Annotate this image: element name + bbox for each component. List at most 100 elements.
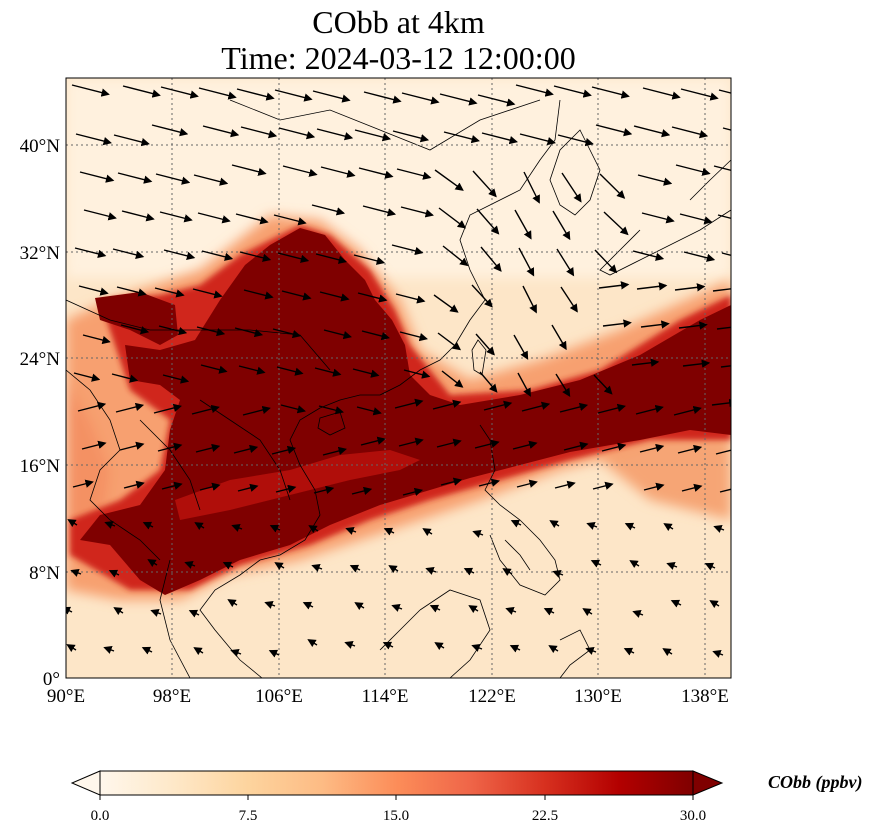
wind-arrow bbox=[599, 173, 626, 199]
wind-arrow bbox=[433, 294, 459, 313]
wind-arrow bbox=[391, 244, 424, 256]
wind-arrow bbox=[639, 443, 665, 453]
wind-arrow bbox=[670, 599, 682, 608]
wind-arrow bbox=[471, 284, 493, 308]
wind-arrow bbox=[422, 528, 433, 537]
wind-arrow bbox=[79, 171, 115, 183]
wind-vectors bbox=[66, 84, 731, 658]
x-tick-label: 90°E bbox=[47, 686, 85, 707]
wind-arrow bbox=[440, 477, 463, 486]
wind-arrow bbox=[713, 525, 725, 533]
x-tick-label: 122°E bbox=[468, 686, 516, 707]
x-axis-ticks: 90°E 98°E 106°E 114°E 122°E 130°E 138°E bbox=[47, 686, 729, 707]
wind-arrow bbox=[70, 569, 82, 577]
wind-arrow bbox=[74, 247, 107, 258]
wind-arrow bbox=[353, 254, 386, 265]
wind-arrow bbox=[197, 212, 231, 224]
wind-arrow bbox=[704, 562, 716, 571]
wind-arrow bbox=[709, 600, 720, 609]
wind-arrow bbox=[552, 570, 564, 578]
wind-arrow bbox=[662, 648, 673, 657]
wind-arrow bbox=[75, 133, 112, 146]
wind-arrow bbox=[582, 608, 593, 617]
wind-arrow bbox=[603, 211, 629, 236]
wind-arrow bbox=[162, 374, 190, 384]
wind-arrow bbox=[516, 479, 538, 488]
wind-arrow bbox=[434, 169, 464, 191]
wind-arrow bbox=[439, 93, 478, 106]
wind-arrow bbox=[363, 91, 402, 104]
wind-arrow bbox=[711, 398, 731, 408]
wind-arrow bbox=[523, 171, 540, 204]
wind-arrow bbox=[471, 644, 483, 652]
wind-arrow bbox=[72, 479, 94, 488]
wind-arrow bbox=[478, 478, 500, 487]
wind-arrow bbox=[277, 252, 310, 263]
wind-arrow bbox=[517, 372, 531, 397]
y-axis-ticks: 0° 8°N 16°N 24°N 32°N 40°N bbox=[20, 136, 61, 690]
wind-arrow bbox=[274, 562, 285, 571]
wind-arrow bbox=[720, 365, 731, 368]
y-tick-label: 16°N bbox=[20, 456, 61, 477]
wind-arrow bbox=[396, 168, 432, 180]
wind-arrow bbox=[323, 329, 352, 340]
wind-arrow bbox=[160, 86, 199, 99]
wind-arrow bbox=[560, 286, 578, 313]
northern-low-field bbox=[66, 78, 731, 278]
wind-arrow bbox=[556, 248, 575, 277]
wind-arrow bbox=[236, 88, 275, 101]
wind-arrow bbox=[401, 92, 440, 105]
wind-arrow bbox=[264, 601, 276, 609]
wind-arrow bbox=[81, 440, 107, 450]
wind-arrow bbox=[403, 369, 431, 379]
wind-arrow bbox=[344, 641, 356, 649]
wind-arrow bbox=[188, 609, 200, 618]
wind-arrow bbox=[280, 404, 306, 414]
wind-arrow bbox=[356, 406, 382, 416]
wind-arrow bbox=[191, 404, 220, 415]
wind-arrow bbox=[320, 166, 356, 178]
colorbar-tick-label: 30.0 bbox=[680, 808, 706, 824]
plot-title-line1: CObb at 4km bbox=[312, 4, 485, 40]
y-tick-label: 40°N bbox=[20, 136, 61, 157]
wind-arrow bbox=[71, 84, 110, 97]
wind-arrow bbox=[123, 480, 145, 489]
wind-arrow bbox=[515, 84, 554, 97]
map-frame bbox=[65, 77, 732, 679]
wind-arrow bbox=[623, 647, 635, 656]
y-tick-label: 0° bbox=[43, 669, 60, 690]
wind-arrow bbox=[472, 530, 484, 538]
wind-arrow bbox=[682, 359, 711, 368]
wind-arrow bbox=[184, 561, 196, 569]
wind-arrow bbox=[163, 249, 196, 260]
wind-arrow bbox=[275, 484, 297, 493]
y-tick-label: 8°N bbox=[29, 563, 60, 584]
wind-arrow bbox=[358, 167, 394, 179]
wind-arrow bbox=[112, 248, 145, 259]
wind-arrow bbox=[360, 436, 386, 446]
wind-arrow bbox=[349, 564, 361, 573]
wind-arrow bbox=[302, 601, 314, 610]
wind-arrow bbox=[671, 126, 709, 139]
wind-arrow bbox=[392, 130, 430, 143]
wind-arrow bbox=[640, 320, 670, 329]
wind-arrow bbox=[680, 88, 719, 101]
wind-arrow bbox=[233, 444, 259, 454]
wind-arrow bbox=[522, 285, 537, 314]
wind-arrow bbox=[282, 165, 318, 177]
wind-arrow bbox=[514, 209, 532, 240]
wind-arrow bbox=[548, 645, 559, 654]
wind-arrow bbox=[354, 129, 392, 142]
wind-arrow bbox=[663, 523, 674, 532]
wind-arrow bbox=[590, 559, 602, 568]
wind-arrow bbox=[399, 331, 428, 342]
wind-arrow bbox=[586, 522, 598, 530]
wind-arrow bbox=[276, 366, 304, 376]
wind-arrow bbox=[678, 321, 708, 330]
wind-arrow bbox=[632, 610, 644, 618]
wind-arrow bbox=[474, 439, 500, 449]
wind-arrow bbox=[388, 565, 399, 574]
wind-arrow bbox=[552, 210, 571, 241]
wind-arrow bbox=[675, 164, 711, 176]
wind-arrow bbox=[307, 639, 318, 648]
